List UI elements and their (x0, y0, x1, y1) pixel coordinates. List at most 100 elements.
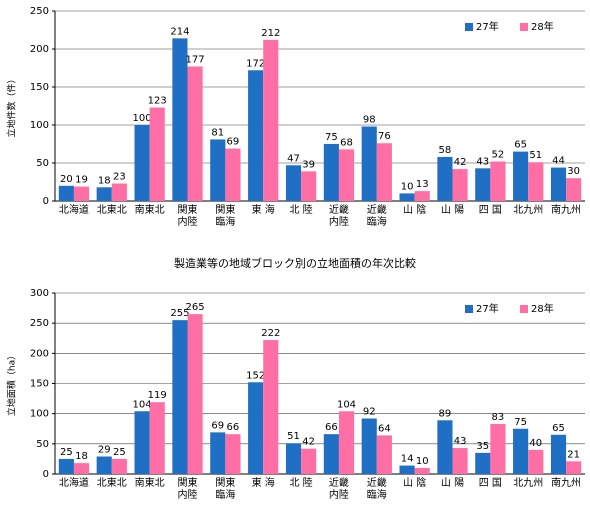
bar (550, 167, 567, 201)
x-tick-label: 近畿 臨海 (366, 478, 387, 501)
x-tick-label: 関東 臨海 (215, 205, 236, 228)
data-label: 23 (113, 172, 126, 183)
data-label: 100 (133, 113, 152, 124)
bar (475, 452, 491, 474)
x-tick-label: 北海道 (58, 478, 89, 489)
data-label: 104 (133, 399, 152, 410)
y-tick-label: 300 (30, 288, 49, 299)
x-tick-label: 南東北 (134, 205, 165, 216)
data-label: 98 (363, 115, 376, 126)
bar (301, 171, 317, 201)
y-tick-label: 0 (43, 469, 49, 480)
x-tick-label: 北 陸 (289, 478, 313, 489)
bar (550, 434, 567, 474)
x-tick-label: 北東北 (96, 205, 127, 216)
data-label: 44 (552, 156, 565, 167)
bar (566, 461, 582, 474)
bar (248, 70, 264, 201)
data-label: 66 (325, 422, 338, 433)
y-tick-label: 50 (36, 439, 49, 450)
bar (134, 411, 150, 474)
data-label: 65 (552, 423, 565, 434)
y-axis-label: 立地面積（ha） (6, 351, 18, 416)
bar (149, 402, 165, 474)
x-tick-label: 山 陰 (403, 205, 427, 216)
bar (58, 458, 74, 474)
bar (452, 169, 468, 201)
data-label: 69 (227, 137, 240, 148)
bar (210, 139, 226, 201)
bar (399, 193, 415, 201)
bar (134, 125, 150, 201)
x-tick-label: 北 陸 (289, 205, 313, 216)
legend-swatch (520, 23, 528, 31)
x-tick-label: 四 国 (478, 205, 502, 216)
data-label: 18 (98, 175, 111, 186)
bar (490, 161, 506, 201)
x-tick-label: 山 陰 (403, 478, 427, 489)
data-label: 51 (529, 150, 542, 161)
data-label: 42 (454, 157, 467, 168)
bar (399, 465, 415, 474)
legend-swatch (465, 305, 473, 313)
bar (437, 420, 453, 474)
data-label: 212 (261, 28, 280, 39)
y-tick-label: 250 (30, 6, 49, 17)
y-tick-label: 150 (30, 379, 49, 390)
data-label: 83 (492, 412, 505, 423)
bar (111, 458, 127, 474)
bar (187, 66, 203, 201)
data-label: 19 (75, 175, 88, 186)
data-label: 58 (439, 145, 452, 156)
data-label: 52 (492, 149, 505, 160)
x-tick-label: 北九州 (513, 205, 544, 216)
data-label: 47 (287, 153, 300, 164)
bar (96, 456, 112, 474)
bar (338, 411, 355, 474)
bar (225, 434, 241, 474)
bar (210, 432, 226, 474)
data-label: 21 (567, 449, 580, 460)
legend-label: 27年 (476, 302, 499, 315)
x-tick-label: 近畿 内陸 (328, 478, 349, 501)
bar (528, 162, 544, 201)
x-tick-label: 南九州 (551, 478, 582, 489)
data-label: 119 (148, 390, 167, 401)
data-label: 265 (186, 302, 205, 313)
data-label: 222 (261, 328, 280, 339)
x-tick-label: 北海道 (58, 205, 89, 216)
x-tick-label: 南東北 (134, 478, 165, 489)
bar (263, 340, 279, 474)
bar (361, 418, 377, 474)
x-tick-label: 山 陽 (440, 478, 465, 489)
bar (323, 144, 339, 201)
y-tick-label: 100 (30, 120, 49, 131)
x-tick-label: 関東 臨海 (215, 478, 236, 501)
data-label: 75 (325, 132, 338, 143)
bar (490, 423, 506, 474)
x-tick-label: 近畿 臨海 (366, 205, 387, 228)
bar (263, 39, 279, 201)
bar (338, 149, 355, 201)
bar (96, 187, 112, 201)
bar (513, 428, 529, 474)
x-tick-label: 東 海 (251, 478, 275, 489)
data-label: 29 (98, 445, 111, 456)
data-label: 65 (514, 140, 527, 151)
data-label: 43 (476, 156, 489, 167)
data-label: 40 (529, 438, 542, 449)
data-label: 43 (454, 436, 467, 447)
y-tick-label: 150 (30, 82, 49, 93)
bar (361, 126, 377, 201)
y-tick-label: 250 (30, 318, 49, 329)
bar (225, 148, 241, 201)
x-tick-label: 四 国 (478, 478, 502, 489)
x-tick-label: 北九州 (513, 478, 544, 489)
bar (437, 156, 453, 201)
bar (323, 434, 339, 474)
x-tick-label: 北東北 (96, 478, 127, 489)
bar (149, 107, 165, 201)
data-label: 69 (211, 420, 224, 431)
